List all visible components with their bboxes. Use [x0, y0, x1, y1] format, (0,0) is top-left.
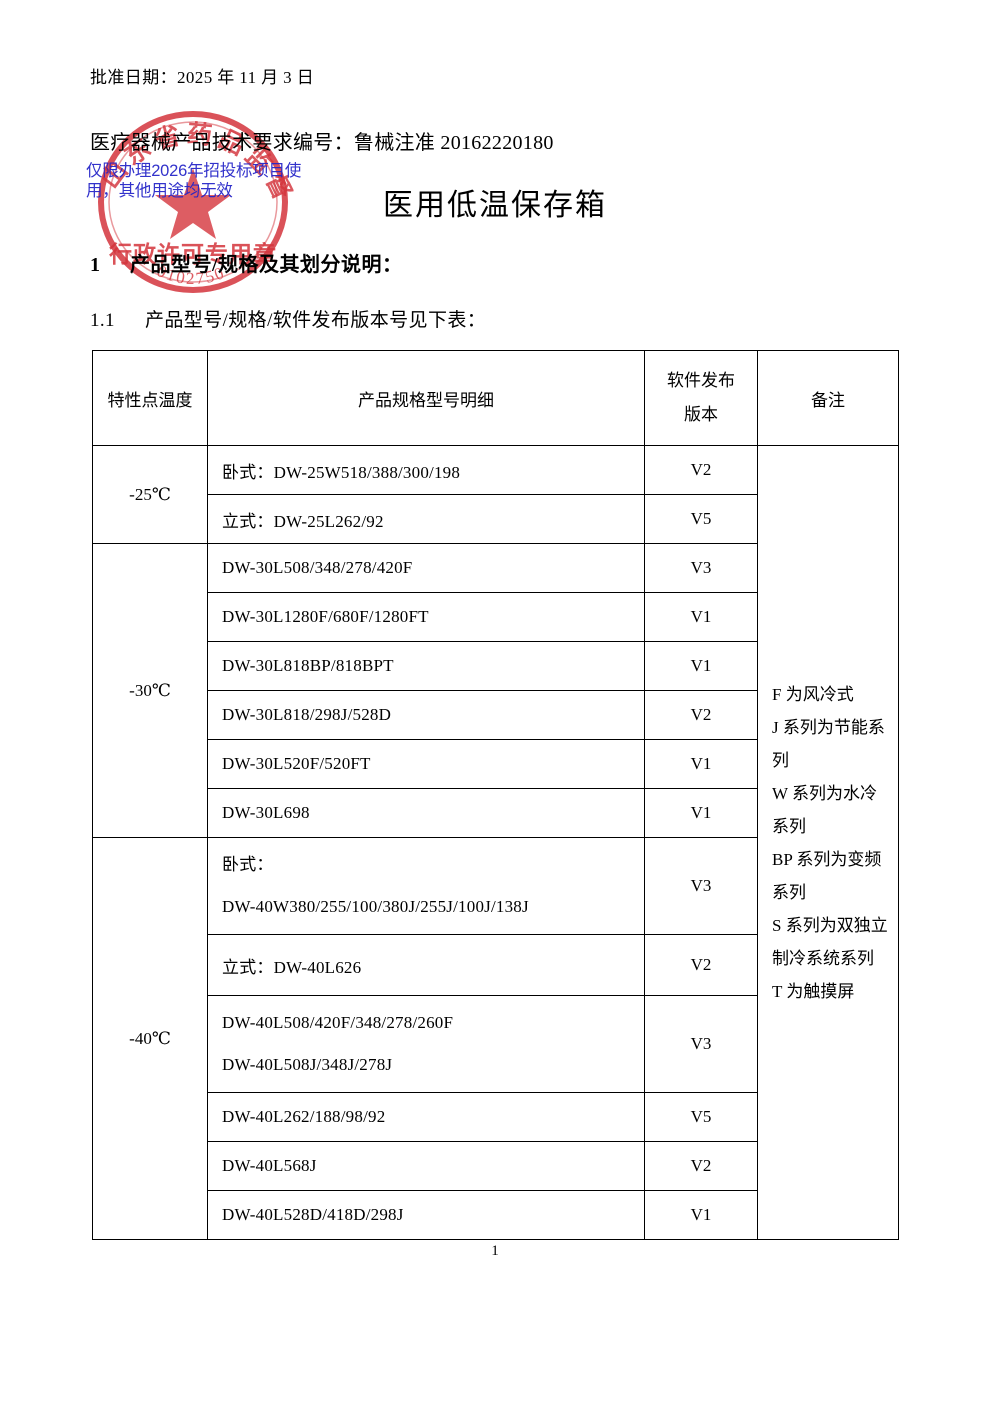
cell-version: V3	[644, 837, 758, 935]
cell-spec: 立式：DW-40L626	[207, 934, 645, 996]
section-1-title: 产品型号/规格及其划分说明：	[130, 254, 403, 276]
cell-spec: 立式：DW-25L262/92	[207, 494, 645, 544]
cell-spec: DW-40L528D/418D/298J	[207, 1190, 645, 1240]
remark-item: S 系列为双独立制冷系统系列	[772, 915, 888, 968]
table-row: DW-30L520F/520FT V1	[93, 739, 899, 789]
table-row: DW-30L818/298J/528D V2	[93, 690, 899, 740]
cell-version: V1	[644, 1190, 758, 1240]
cell-version: V3	[644, 995, 758, 1093]
cell-spec: DW-30L520F/520FT	[207, 739, 645, 789]
remark-item: F 为风冷式	[772, 684, 854, 704]
header-software-version-line2: 版本	[684, 405, 718, 424]
cell-spec: DW-40L262/188/98/92	[207, 1092, 645, 1142]
remark-item: T 为触摸屏	[772, 981, 855, 1001]
stamp-usage-notice: 仅限办理2026年招投标项目使用，其他用途均无效	[86, 162, 302, 200]
table-row: -25℃ 卧式：DW-25W518/388/300/198 V2 F 为风冷式 …	[92, 445, 899, 1240]
section-1-1-heading: 1.1 产品型号/规格/软件发布版本号见下表：	[90, 305, 486, 332]
remark-item: J 系列为节能系列	[772, 717, 885, 770]
cell-temperature-group-2: -30℃	[92, 543, 208, 838]
table-row: -30℃ DW-30L508/348/278/420F V3	[92, 543, 899, 838]
document-title: 医用低温保存箱	[383, 189, 607, 222]
cell-spec-line: DW-40L508J/348J/278J	[222, 1055, 393, 1074]
cell-spec-line: 卧式：	[222, 855, 274, 874]
cell-version: V5	[644, 494, 758, 544]
section-1-1-number: 1.1	[90, 310, 115, 331]
cell-version: V2	[644, 934, 758, 996]
cell-version: V3	[644, 543, 758, 593]
table-row: DW-40L528D/418D/298J V1	[93, 1190, 899, 1240]
cell-spec: DW-30L1280F/680F/1280FT	[207, 592, 645, 642]
cell-version: V5	[644, 1092, 758, 1142]
table-row: DW-40L508/420F/348/278/260F DW-40L508J/3…	[93, 995, 899, 1093]
table-header-row: 特性点温度 产品规格型号明细 软件发布 版本 备注	[92, 350, 899, 446]
cell-version: V2	[644, 445, 758, 495]
table-row: 立式：DW-40L626 V2	[93, 934, 899, 996]
cell-spec: DW-40L508/420F/348/278/260F DW-40L508J/3…	[207, 995, 645, 1093]
cell-spec: DW-30L508/348/278/420F	[207, 543, 645, 593]
cell-temperature-group-3: -40℃	[92, 837, 208, 1240]
cell-spec-line: DW-40W380/255/100/380J/255J/100J/138J	[222, 897, 529, 916]
cell-spec: 卧式： DW-40W380/255/100/380J/255J/100J/138…	[207, 837, 645, 935]
remark-item: W 系列为水冷系列	[772, 783, 877, 836]
table-row: 立式：DW-25L262/92 V5	[93, 494, 899, 544]
section-1-number: 1	[90, 254, 101, 276]
page-number: 1	[491, 1243, 499, 1259]
cell-version: V1	[644, 739, 758, 789]
cell-spec: DW-40L568J	[207, 1141, 645, 1191]
cell-spec: 卧式：DW-25W518/388/300/198	[207, 445, 645, 495]
section-1-1-title: 产品型号/规格/软件发布版本号见下表：	[145, 310, 487, 331]
cell-spec-line: DW-40L508/420F/348/278/260F	[222, 1013, 454, 1032]
cell-version: V1	[644, 788, 758, 838]
cell-version: V2	[644, 690, 758, 740]
table-row: DW-30L818BP/818BPT V1	[93, 641, 899, 691]
cell-spec: DW-30L818BP/818BPT	[207, 641, 645, 691]
header-remarks: 备注	[757, 350, 899, 446]
remark-item: BP 系列为变频系列	[772, 849, 882, 902]
cell-version: V2	[644, 1141, 758, 1191]
cell-spec: DW-30L698	[207, 788, 645, 838]
cell-version: V1	[644, 592, 758, 642]
specification-table: 特性点温度 产品规格型号明细 软件发布 版本 备注 -25℃ 卧式：DW-25W…	[92, 350, 899, 1240]
approval-date: 批准日期：2025 年 11 月 3 日	[90, 68, 315, 87]
cell-temperature-group-1: -25℃	[92, 445, 208, 544]
header-spec-detail: 产品规格型号明细	[207, 350, 645, 446]
header-software-version-line1: 软件发布	[667, 371, 735, 390]
header-temperature: 特性点温度	[92, 350, 208, 446]
cell-version: V1	[644, 641, 758, 691]
device-technical-requirement-number: 医疗器械产品技术要求编号：鲁械注准 20162220180	[90, 132, 554, 154]
table-row: DW-30L698 V1	[93, 788, 899, 838]
cell-spec: DW-30L818/298J/528D	[207, 690, 645, 740]
section-1-heading: 1 产品型号/规格及其划分说明：	[90, 248, 403, 277]
cell-remarks: F 为风冷式 J 系列为节能系列 W 系列为水冷系列 BP 系列为变频系列 S …	[757, 445, 899, 1240]
table-row: DW-40L262/188/98/92 V5	[93, 1092, 899, 1142]
header-software-version: 软件发布 版本	[644, 350, 758, 446]
